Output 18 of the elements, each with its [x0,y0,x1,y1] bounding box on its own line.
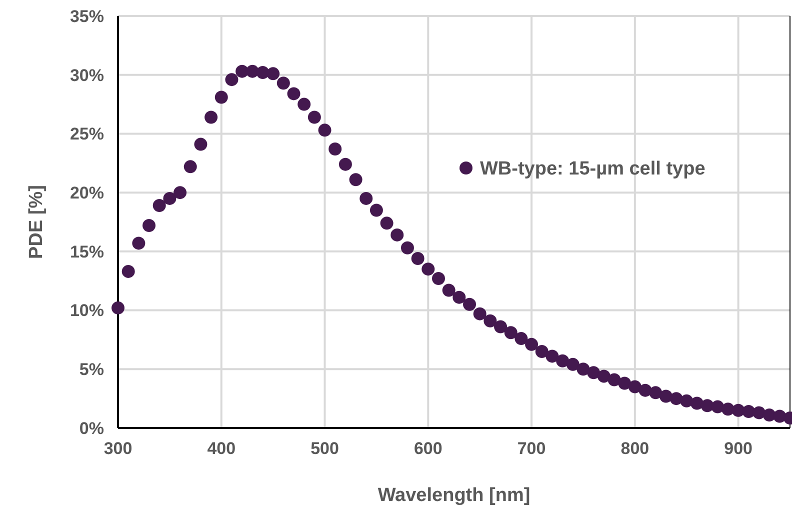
x-tick-label: 800 [620,439,650,458]
y-tick-label: 5% [79,360,104,380]
y-tick-label: 10% [70,301,104,320]
y-tick-label: 30% [70,66,104,85]
x-tick-label: 700 [517,439,546,458]
y-tick-label: 25% [70,124,104,144]
y-tick-label: 15% [70,242,104,262]
x-tick-label: 900 [724,439,752,458]
y-tick-label: 0% [79,418,104,438]
x-tick-label: 400 [207,439,236,458]
y-axis-title: PDE [%] [26,185,47,259]
x-tick-label: 500 [310,439,339,458]
y-tick-label: 20% [70,184,104,203]
x-axis-title: Wavelength [nm] [378,485,530,506]
x-tick-label: 600 [414,439,442,458]
x-tick-label: 300 [104,439,132,458]
legend-label: WB-type: 15-µm cell type [480,158,706,180]
y-tick-label: 35% [70,6,104,26]
